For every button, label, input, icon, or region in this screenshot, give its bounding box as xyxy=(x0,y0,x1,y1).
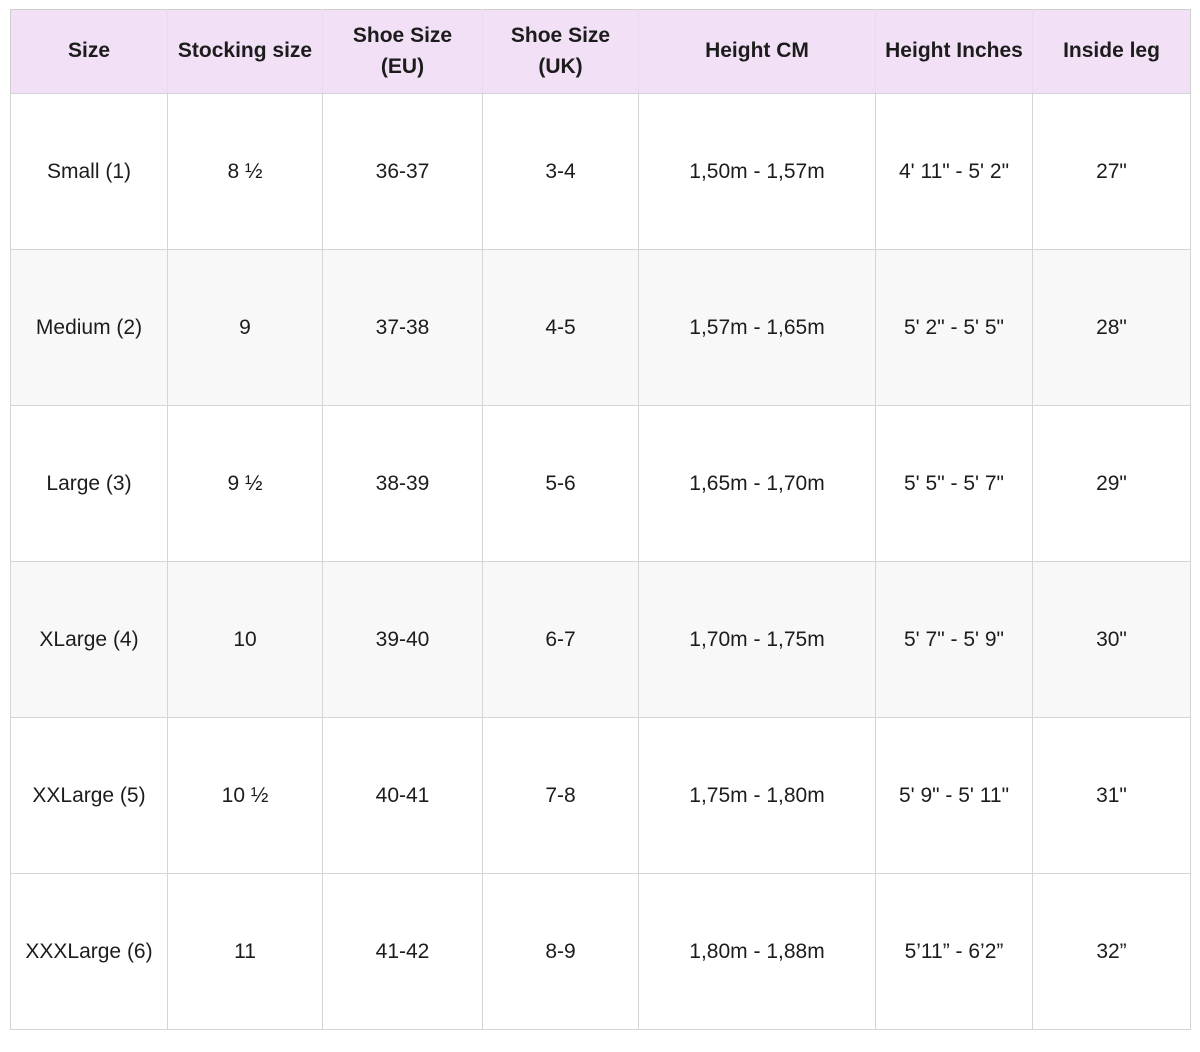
cell-shoe-size-eu: 36-37 xyxy=(322,93,483,250)
header-height-inches: Height Inches xyxy=(875,9,1033,94)
cell-height-cm: 1,70m - 1,75m xyxy=(638,561,876,718)
cell-inside-leg: 32” xyxy=(1032,873,1191,1030)
cell-height-cm: 1,80m - 1,88m xyxy=(638,873,876,1030)
cell-stocking-size: 10 ½ xyxy=(167,717,323,874)
cell-inside-leg: 27" xyxy=(1032,93,1191,250)
table-row-xxlarge: XXLarge (5) 10 ½ 40-41 7-8 1,75m - 1,80m… xyxy=(10,717,1191,874)
cell-height-cm: 1,65m - 1,70m xyxy=(638,405,876,562)
cell-shoe-size-eu: 41-42 xyxy=(322,873,483,1030)
table-row-xxxlarge: XXXLarge (6) 11 41-42 8-9 1,80m - 1,88m … xyxy=(10,873,1191,1030)
cell-height-inches: 5' 9" - 5' 11" xyxy=(875,717,1033,874)
header-row: Size Stocking size Shoe Size (EU) Shoe S… xyxy=(10,9,1191,94)
table-body: Small (1) 8 ½ 36-37 3-4 1,50m - 1,57m 4'… xyxy=(10,93,1191,1030)
cell-size: Small (1) xyxy=(10,93,168,250)
header-height-cm: Height CM xyxy=(638,9,876,94)
cell-height-inches: 4' 11" - 5' 2" xyxy=(875,93,1033,250)
cell-height-inches: 5' 2" - 5' 5" xyxy=(875,249,1033,406)
cell-inside-leg: 28" xyxy=(1032,249,1191,406)
cell-height-cm: 1,57m - 1,65m xyxy=(638,249,876,406)
cell-size: XXLarge (5) xyxy=(10,717,168,874)
header-size: Size xyxy=(10,9,168,94)
table-row-small: Small (1) 8 ½ 36-37 3-4 1,50m - 1,57m 4'… xyxy=(10,93,1191,250)
header-inside-leg: Inside leg xyxy=(1032,9,1191,94)
cell-shoe-size-uk: 6-7 xyxy=(482,561,639,718)
size-chart-table: Size Stocking size Shoe Size (EU) Shoe S… xyxy=(10,9,1191,1030)
cell-inside-leg: 30" xyxy=(1032,561,1191,718)
cell-shoe-size-eu: 39-40 xyxy=(322,561,483,718)
cell-shoe-size-uk: 3-4 xyxy=(482,93,639,250)
header-shoe-size-eu: Shoe Size (EU) xyxy=(322,9,483,94)
cell-stocking-size: 9 ½ xyxy=(167,405,323,562)
cell-stocking-size: 8 ½ xyxy=(167,93,323,250)
cell-height-cm: 1,50m - 1,57m xyxy=(638,93,876,250)
cell-inside-leg: 31" xyxy=(1032,717,1191,874)
cell-shoe-size-eu: 38-39 xyxy=(322,405,483,562)
table-header: Size Stocking size Shoe Size (EU) Shoe S… xyxy=(10,9,1191,94)
cell-height-inches: 5' 5" - 5' 7" xyxy=(875,405,1033,562)
cell-height-inches: 5’11” - 6’2” xyxy=(875,873,1033,1030)
cell-shoe-size-uk: 4-5 xyxy=(482,249,639,406)
table-row-large: Large (3) 9 ½ 38-39 5-6 1,65m - 1,70m 5'… xyxy=(10,405,1191,562)
cell-size: XXXLarge (6) xyxy=(10,873,168,1030)
cell-shoe-size-uk: 7-8 xyxy=(482,717,639,874)
cell-size: Large (3) xyxy=(10,405,168,562)
cell-shoe-size-eu: 37-38 xyxy=(322,249,483,406)
cell-inside-leg: 29" xyxy=(1032,405,1191,562)
header-shoe-size-uk: Shoe Size (UK) xyxy=(482,9,639,94)
header-stocking-size: Stocking size xyxy=(167,9,323,94)
table-row-xlarge: XLarge (4) 10 39-40 6-7 1,70m - 1,75m 5'… xyxy=(10,561,1191,718)
cell-height-cm: 1,75m - 1,80m xyxy=(638,717,876,874)
cell-stocking-size: 11 xyxy=(167,873,323,1030)
cell-height-inches: 5' 7" - 5' 9" xyxy=(875,561,1033,718)
cell-size: XLarge (4) xyxy=(10,561,168,718)
cell-shoe-size-uk: 5-6 xyxy=(482,405,639,562)
cell-stocking-size: 10 xyxy=(167,561,323,718)
cell-shoe-size-uk: 8-9 xyxy=(482,873,639,1030)
table-row-medium: Medium (2) 9 37-38 4-5 1,57m - 1,65m 5' … xyxy=(10,249,1191,406)
cell-size: Medium (2) xyxy=(10,249,168,406)
cell-shoe-size-eu: 40-41 xyxy=(322,717,483,874)
cell-stocking-size: 9 xyxy=(167,249,323,406)
